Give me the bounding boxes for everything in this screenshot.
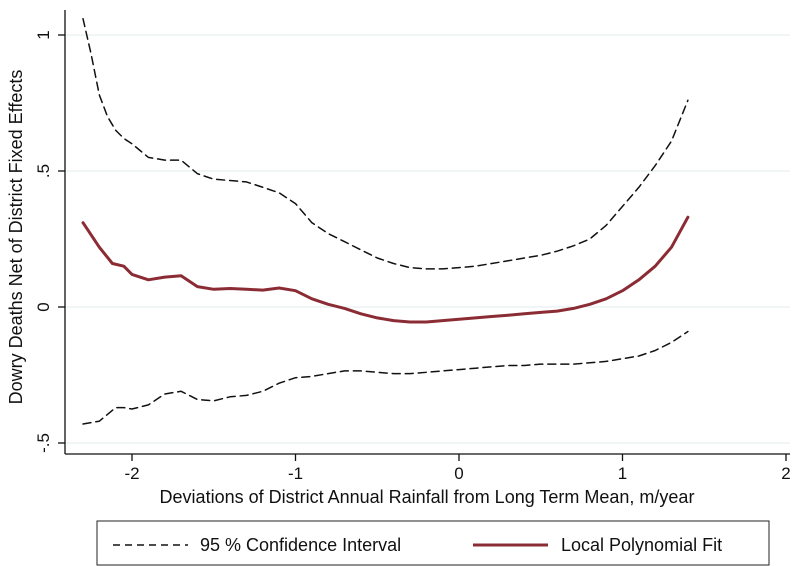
x-tick-label: 1 xyxy=(618,464,627,483)
legend-box xyxy=(96,520,770,566)
y-axis-title: Dowry Deaths Net of District Fixed Effec… xyxy=(6,70,26,405)
x-tick-label: 2 xyxy=(781,464,790,483)
x-tick-label: -1 xyxy=(288,464,303,483)
gridlines xyxy=(65,34,790,444)
legend-label-ci: 95 % Confidence Interval xyxy=(200,535,401,555)
x-ticks: -2 -1 0 1 2 xyxy=(124,454,791,483)
confidence-interval-line xyxy=(82,17,689,270)
legend: 95 % Confidence Interval Local Polynomia… xyxy=(96,520,770,566)
y-tick-label: .5 xyxy=(34,164,53,178)
x-axis-title: Deviations of District Annual Rainfall f… xyxy=(160,487,695,507)
series-layer xyxy=(81,17,690,425)
confidence-interval-line xyxy=(82,330,689,425)
local-polynomial-fit-line xyxy=(81,215,690,324)
y-ticks: -.5 0 .5 1 xyxy=(34,30,65,453)
legend-label-fit: Local Polynomial Fit xyxy=(561,535,722,555)
y-tick-label: 0 xyxy=(34,302,53,311)
x-tick-label: 0 xyxy=(454,464,463,483)
axes xyxy=(64,10,790,455)
y-tick-label: -.5 xyxy=(34,433,53,453)
x-tick-label: -2 xyxy=(124,464,139,483)
y-tick-label: 1 xyxy=(34,30,53,39)
